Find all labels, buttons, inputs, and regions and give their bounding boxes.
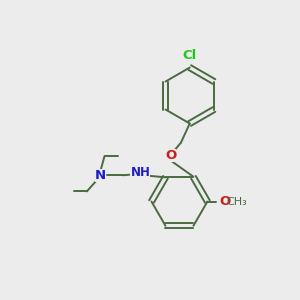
Text: NH: NH (130, 166, 150, 179)
Text: O: O (165, 149, 176, 162)
Text: O: O (219, 195, 230, 208)
Text: N: N (94, 169, 106, 182)
Text: Cl: Cl (183, 49, 197, 62)
Text: CH₃: CH₃ (227, 196, 248, 206)
